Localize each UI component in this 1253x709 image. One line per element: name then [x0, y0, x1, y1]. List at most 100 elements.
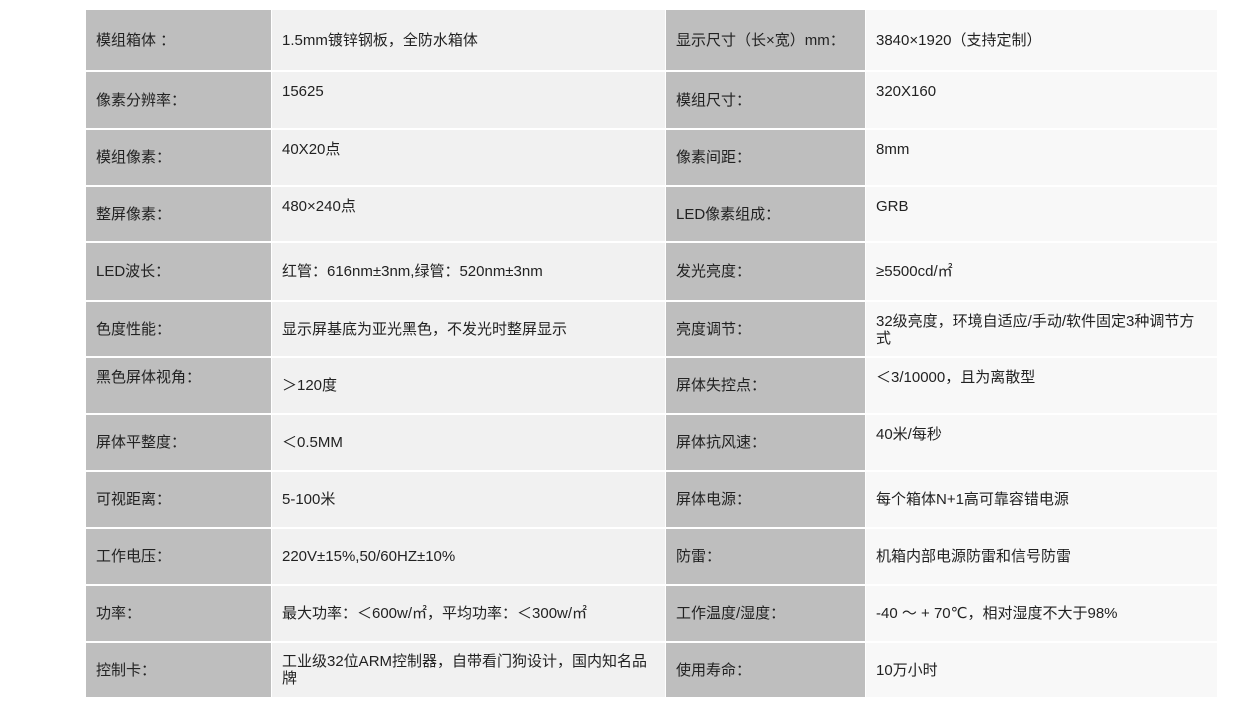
spec-value-cell: 每个箱体N+1高可靠容错电源	[866, 472, 1217, 527]
spec-label: 像素间距：	[676, 149, 752, 166]
spec-label: 模组箱体 ：	[96, 31, 176, 49]
spec-label: 像素分辨率：	[96, 91, 187, 109]
spec-label-cell: 工作温度/湿度：	[666, 586, 865, 641]
spec-value: 红管：616nm±3nm,绿管：520nm±3nm	[282, 263, 543, 280]
spec-label: 功率：	[96, 605, 142, 622]
table-row: 功率： 最大功率：＜600w/㎡，平均功率：＜300w/㎡ 工作温度/湿度： -40 …	[86, 586, 1217, 641]
spec-value-cell: 1.5mm镀锌钢板，全防水箱体	[272, 10, 665, 70]
spec-label: 屏体抗风速：	[676, 434, 767, 451]
spec-value-cell: ＞120度	[272, 358, 665, 413]
spec-value-cell: ＜3/10000，且为离散型	[866, 358, 1217, 413]
spec-value: 32级亮度，环境自适应/手动/软件固定3种调节方式	[876, 313, 1195, 347]
spec-value-cell: 320X160	[866, 72, 1217, 128]
spec-label-cell: LED像素组成：	[666, 187, 865, 241]
spec-value: ＞120度	[282, 377, 338, 394]
spec-label-cell: 屏体平整度：	[86, 415, 271, 470]
spec-value: ＜0.5MM	[282, 434, 343, 451]
spec-label-cell: 功率：	[86, 586, 271, 641]
spec-value: 工业级32位ARM控制器，自带看门狗设计，国内知名品牌	[282, 653, 648, 687]
spec-value-cell: 220V±15%,50/60HZ±10%	[272, 529, 665, 584]
spec-value: 机箱内部电源防雷和信号防雷	[876, 548, 1072, 565]
spec-value: 8mm	[876, 141, 910, 158]
table-row: 可视距离： 5-100米 屏体电源： 每个箱体N+1高可靠容错电源	[86, 472, 1217, 527]
spec-value-cell: GRB	[866, 187, 1217, 241]
spec-label-cell: 像素间距：	[666, 130, 865, 185]
spec-value-cell: 15625	[272, 72, 665, 128]
table-row: 整屏像素： 480×240点 LED像素组成： GRB	[86, 187, 1217, 241]
spec-label: 工作温度/湿度：	[676, 605, 786, 622]
spec-label-cell: 像素分辨率：	[86, 72, 271, 128]
spec-value-cell: -40 ～ + 70℃，相对湿度不大于98%	[866, 586, 1217, 641]
spec-value: 220V±15%,50/60HZ±10%	[282, 548, 456, 565]
table-row: 工作电压： 220V±15%,50/60HZ±10% 防雷： 机箱内部电源防雷和信号防…	[86, 529, 1217, 584]
spec-label-cell: 发光亮度：	[666, 243, 865, 300]
spec-label: 发光亮度：	[676, 263, 752, 280]
spec-label: 可视距离：	[96, 491, 172, 508]
spec-label: 屏体平整度：	[96, 434, 187, 451]
spec-label: 防雷：	[676, 548, 722, 565]
spec-value-cell: 工业级32位ARM控制器，自带看门狗设计，国内知名品牌	[272, 643, 665, 697]
spec-label-cell: 色度性能：	[86, 302, 271, 356]
spec-value: -40 ～ + 70℃，相对湿度不大于98%	[876, 605, 1118, 622]
table-row: 屏体平整度： ＜0.5MM 屏体抗风速： 40米/每秒	[86, 415, 1217, 470]
spec-value: 10万小时	[876, 661, 938, 679]
spec-label: 屏体失控点：	[676, 377, 767, 394]
spec-value: 3840×1920（支持定制）	[876, 31, 1042, 49]
spec-label-cell: 整屏像素：	[86, 187, 271, 241]
spec-value: 1.5mm镀锌钢板，全防水箱体	[282, 31, 478, 49]
spec-label-cell: 显示尺寸（长×宽）mm：	[666, 10, 865, 70]
spec-value-cell: 40米/每秒	[866, 415, 1217, 470]
spec-value: ≥5500cd/㎡	[876, 263, 953, 280]
spec-value: 5-100米	[282, 491, 336, 508]
spec-value: 40X20点	[282, 141, 341, 158]
spec-value-cell: 3840×1920（支持定制）	[866, 10, 1217, 70]
spec-label-cell: 模组像素：	[86, 130, 271, 185]
spec-label: LED像素组成：	[676, 205, 781, 223]
spec-label-cell: 亮度调节：	[666, 302, 865, 356]
spec-value: 320X160	[876, 83, 937, 100]
spec-value-cell: 显示屏基底为亚光黑色，不发光时整屏显示	[272, 302, 665, 356]
spec-label: 显示尺寸（长×宽）mm：	[676, 31, 845, 49]
spec-value-cell: ≥5500cd/㎡	[866, 243, 1217, 300]
spec-label: 使用寿命：	[676, 661, 752, 679]
spec-value: 40米/每秒	[876, 426, 942, 443]
spec-label: 模组尺寸：	[676, 91, 752, 109]
spec-label: 亮度调节：	[676, 320, 752, 338]
spec-value: GRB	[876, 198, 909, 215]
spec-value-cell: 5-100米	[272, 472, 665, 527]
spec-label-cell: 可视距离：	[86, 472, 271, 527]
spec-label-cell: 使用寿命：	[666, 643, 865, 697]
spec-label-cell: LED波长：	[86, 243, 271, 300]
spec-label-cell: 屏体电源：	[666, 472, 865, 527]
spec-value-cell: 10万小时	[866, 643, 1217, 697]
spec-value-cell: ＜0.5MM	[272, 415, 665, 470]
spec-label-cell: 黑色屏体视角：	[86, 358, 271, 413]
spec-label-cell: 控制卡：	[86, 643, 271, 697]
spec-label-cell: 模组尺寸：	[666, 72, 865, 128]
spec-label: 色度性能：	[96, 320, 172, 338]
spec-label-cell: 屏体失控点：	[666, 358, 865, 413]
table-row: 像素分辨率： 15625 模组尺寸： 320X160	[86, 72, 1217, 128]
spec-label-cell: 模组箱体 ：	[86, 10, 271, 70]
spec-value: 显示屏基底为亚光黑色，不发光时整屏显示	[282, 320, 568, 338]
spec-label: LED波长：	[96, 263, 171, 280]
spec-value-cell: 480×240点	[272, 187, 665, 241]
spec-value-cell: 40X20点	[272, 130, 665, 185]
table-row: 模组箱体 ： 1.5mm镀锌钢板，全防水箱体 显示尺寸（长×宽）mm： 3840×19…	[86, 10, 1217, 70]
spec-value: 15625	[282, 83, 324, 100]
table-row: 控制卡： 工业级32位ARM控制器，自带看门狗设计，国内知名品牌 使用寿命： 10万小…	[86, 643, 1217, 697]
table-row: 色度性能： 显示屏基底为亚光黑色，不发光时整屏显示 亮度调节： 32级亮度，环境自适应…	[86, 302, 1217, 356]
spec-value: 480×240点	[282, 198, 356, 215]
spec-value-cell: 红管：616nm±3nm,绿管：520nm±3nm	[272, 243, 665, 300]
table-row: 黑色屏体视角： ＞120度 屏体失控点： ＜3/10000，且为离散型	[86, 358, 1217, 413]
spec-label-cell: 防雷：	[666, 529, 865, 584]
spec-value-cell: 32级亮度，环境自适应/手动/软件固定3种调节方式	[866, 302, 1217, 356]
spec-value-cell: 机箱内部电源防雷和信号防雷	[866, 529, 1217, 584]
spec-table: 模组箱体 ： 1.5mm镀锌钢板，全防水箱体 显示尺寸（长×宽）mm： 3840×19…	[86, 10, 1217, 699]
spec-value: 最大功率：＜600w/㎡，平均功率：＜300w/㎡	[282, 605, 588, 622]
table-row: LED波长： 红管：616nm±3nm,绿管：520nm±3nm 发光亮度： ≥55…	[86, 243, 1217, 300]
spec-label-cell: 屏体抗风速：	[666, 415, 865, 470]
table-row: 模组像素： 40X20点 像素间距： 8mm	[86, 130, 1217, 185]
spec-label-cell: 工作电压：	[86, 529, 271, 584]
spec-label: 整屏像素：	[96, 205, 172, 223]
